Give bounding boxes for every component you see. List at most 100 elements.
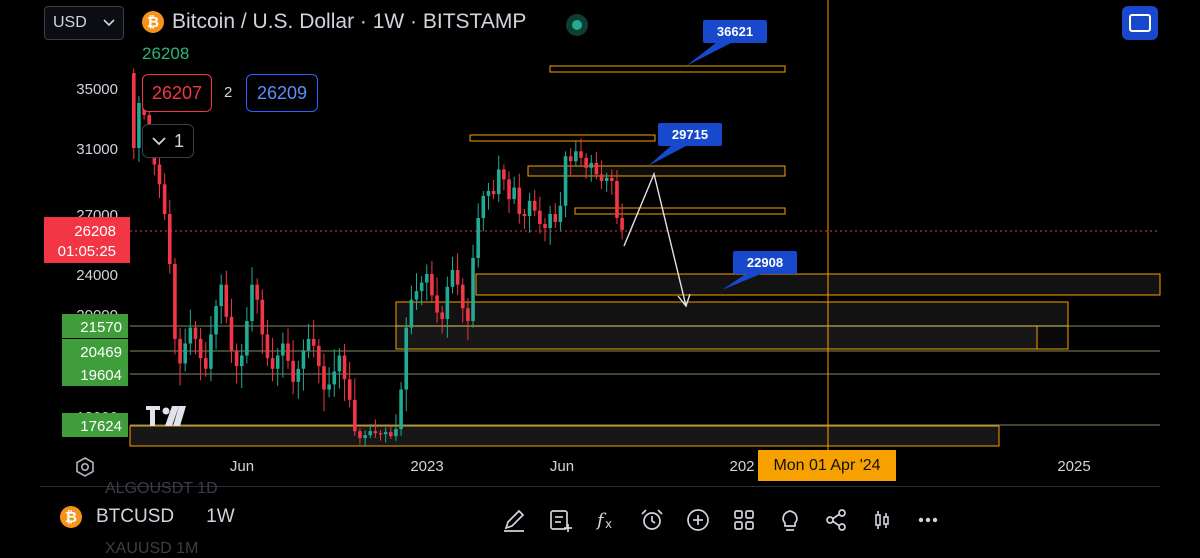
candle-body bbox=[219, 284, 223, 307]
zone-price-label: 22908 bbox=[722, 251, 797, 290]
candle-body bbox=[270, 358, 275, 369]
candle-body bbox=[337, 355, 342, 372]
more-icon bbox=[918, 517, 938, 523]
price-tick-label: 35000 bbox=[76, 81, 118, 98]
candle-body bbox=[615, 181, 619, 218]
candle-body bbox=[224, 284, 229, 317]
zone-price-label: 36621 bbox=[686, 20, 767, 66]
candle-body bbox=[229, 316, 234, 351]
price-callouts: 36621 29715 22908 bbox=[648, 20, 797, 290]
bottom-timeframe[interactable]: 1W bbox=[206, 506, 235, 527]
symbol-switcher[interactable]: ₿ BTCUSD 1W bbox=[60, 506, 235, 528]
bitcoin-icon: ₿ bbox=[60, 506, 82, 528]
candle-body bbox=[353, 399, 357, 432]
divider bbox=[40, 486, 1160, 487]
fullscreen-icon bbox=[1129, 14, 1151, 32]
candle-body bbox=[414, 291, 419, 300]
cursor-date-label: Mon 01 Apr '24 bbox=[758, 450, 896, 481]
candle-body bbox=[419, 282, 424, 292]
spread-value: 2 bbox=[224, 84, 233, 101]
time-tick-label: Jun bbox=[230, 458, 254, 475]
candle-body bbox=[450, 270, 455, 287]
candle-body bbox=[455, 270, 460, 285]
more-button[interactable] bbox=[910, 502, 946, 538]
time-axis[interactable]: Jun 2023 Jun 202 2025 bbox=[230, 458, 1091, 475]
market-status-icon[interactable] bbox=[566, 14, 588, 36]
share-button[interactable] bbox=[818, 502, 854, 538]
candle-body bbox=[553, 214, 558, 222]
level-price-badge: 20469 bbox=[62, 339, 128, 363]
candle-body bbox=[620, 218, 624, 230]
candle-body bbox=[363, 435, 367, 439]
chart-type-button[interactable] bbox=[864, 502, 900, 538]
candle-body bbox=[317, 345, 321, 367]
time-tick-label: 2023 bbox=[410, 458, 443, 475]
zone-box-7 bbox=[1036, 325, 1069, 350]
level-price-badge: 21570 bbox=[62, 314, 128, 338]
currency-selector[interactable]: USD bbox=[44, 6, 124, 40]
pencil-button[interactable] bbox=[496, 502, 532, 538]
svg-text:26208: 26208 bbox=[74, 223, 116, 240]
candle-body bbox=[322, 366, 326, 390]
bitcoin-icon: ₿ bbox=[142, 11, 164, 33]
candle-body bbox=[394, 429, 398, 437]
symbol-title: Bitcoin / U.S. Dollar · 1W · BITSTAMP bbox=[172, 10, 527, 33]
chevron-down-icon bbox=[103, 19, 115, 27]
candle-body bbox=[517, 187, 522, 214]
candle-body bbox=[430, 274, 434, 296]
price-axis[interactable]: 3500031000270002400020000130002620801:05… bbox=[44, 81, 130, 437]
fullscreen-button[interactable] bbox=[1122, 6, 1158, 40]
candle-body bbox=[239, 355, 244, 367]
add-button[interactable] bbox=[680, 502, 716, 538]
candle-body bbox=[538, 210, 542, 224]
candle-body bbox=[481, 195, 486, 218]
symbol-header[interactable]: ₿ Bitcoin / U.S. Dollar · 1W · BITSTAMP bbox=[142, 10, 526, 34]
candle-body bbox=[440, 312, 444, 319]
chart-settings-icon[interactable] bbox=[74, 456, 96, 478]
candle-body bbox=[378, 433, 383, 435]
candle-body bbox=[502, 169, 506, 180]
svg-text:x: x bbox=[605, 517, 612, 531]
alert-button[interactable] bbox=[634, 502, 670, 538]
currency-label: USD bbox=[53, 14, 87, 31]
candle-body bbox=[306, 338, 311, 351]
candle-body bbox=[466, 308, 470, 322]
candle-body bbox=[173, 264, 177, 339]
candle-body bbox=[214, 306, 218, 335]
watchlist-item-prev[interactable]: ALGOUSDT 1D bbox=[105, 480, 218, 497]
candle-body bbox=[250, 284, 254, 322]
candle-body bbox=[548, 214, 552, 228]
candle-body bbox=[291, 360, 295, 382]
candle-body bbox=[579, 151, 583, 158]
watchlist-item-next[interactable]: XAUUSD 1M bbox=[105, 540, 199, 557]
candle-body bbox=[183, 343, 187, 364]
sell-button[interactable]: 26207 bbox=[142, 74, 212, 112]
candle-body bbox=[178, 338, 182, 364]
layout-button[interactable] bbox=[726, 502, 762, 538]
ideas-button[interactable] bbox=[772, 502, 808, 538]
svg-text:36621: 36621 bbox=[717, 24, 753, 39]
candle-body bbox=[209, 334, 213, 369]
candle-body bbox=[286, 343, 290, 361]
candle-body bbox=[332, 371, 337, 385]
candle-body bbox=[203, 358, 208, 369]
candle-body bbox=[574, 151, 578, 162]
candle-body bbox=[594, 162, 599, 175]
candle-body bbox=[311, 338, 316, 346]
alarm-icon bbox=[641, 509, 663, 530]
candle-body bbox=[358, 431, 362, 439]
add-note-button[interactable] bbox=[542, 502, 578, 538]
lightbulb-icon bbox=[782, 510, 798, 531]
indicators-toggle-button[interactable]: 1 bbox=[142, 124, 194, 158]
chevron-down-icon bbox=[152, 136, 166, 145]
candle-body bbox=[193, 327, 198, 339]
candle-body bbox=[399, 389, 403, 430]
candle-body bbox=[389, 432, 393, 437]
horizontal-levels bbox=[130, 325, 1160, 426]
svg-text:19604: 19604 bbox=[80, 367, 122, 384]
buy-button[interactable]: 26209 bbox=[246, 74, 318, 112]
